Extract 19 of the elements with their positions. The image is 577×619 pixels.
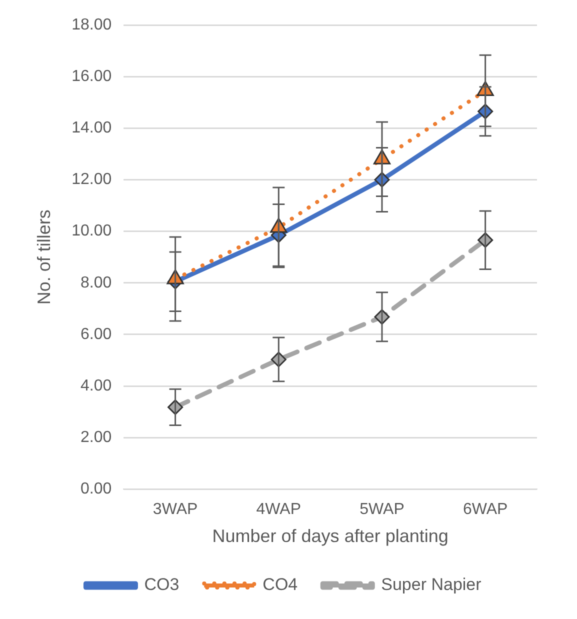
y-tick-label: 10.00 [72, 222, 112, 240]
x-tick-label: 3WAP [152, 501, 198, 518]
y-tick-label: 2.00 [80, 429, 112, 446]
legend-label: CO3 [144, 575, 180, 594]
legend-label: Super Napier [381, 575, 482, 594]
y-tick-label: 14.00 [72, 120, 112, 137]
x-tick-label: 6WAP [462, 501, 508, 518]
x-tick-label: 4WAP [256, 501, 302, 518]
y-tick-label: 18.00 [72, 16, 112, 34]
x-tick-label: 5WAP [360, 501, 404, 518]
y-tick-label: 12.00 [72, 171, 112, 188]
x-axis-title: Number of days after planting [212, 526, 448, 546]
y-tick-label: 0.00 [80, 480, 112, 498]
y-tick-label: 8.00 [80, 274, 112, 292]
y-tick-label: 16.00 [72, 68, 112, 85]
legend-label: CO4 [262, 575, 298, 594]
y-tick-label: 6.00 [80, 326, 112, 343]
y-axis-title: No. of tillers [34, 210, 54, 305]
y-tick-label: 4.00 [80, 377, 112, 394]
